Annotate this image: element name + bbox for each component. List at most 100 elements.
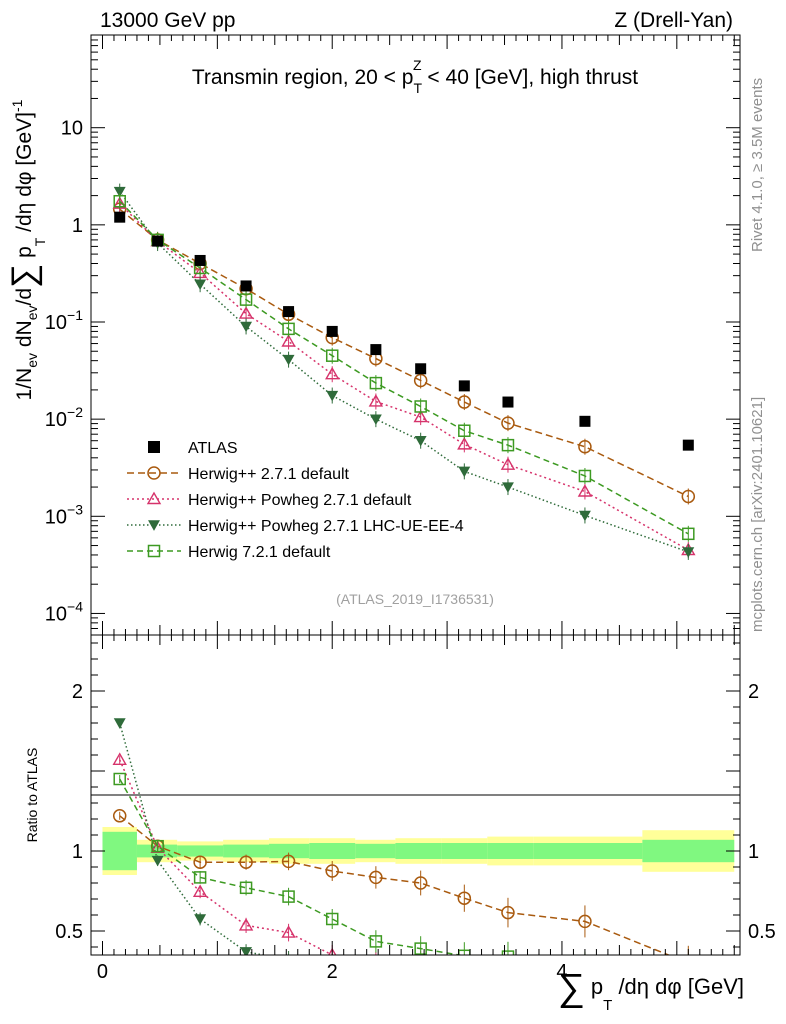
ratio-y-tick-label: 1: [72, 841, 83, 863]
legend-entry: ATLAS: [148, 440, 238, 457]
ratio-point: [325, 864, 339, 878]
ratio-point: [113, 718, 126, 729]
ratio-band-inner: [102, 831, 137, 871]
series-line: [119, 208, 689, 498]
ratio-point: [458, 949, 471, 955]
data-point: [283, 306, 295, 318]
y-tick-label: 10: [61, 118, 83, 140]
series-point: [414, 400, 427, 413]
ratio-band-inner: [269, 843, 310, 859]
series-point: [281, 334, 296, 347]
ratio-band-inner: [309, 843, 356, 859]
ratio-point: [282, 890, 295, 903]
data-point: [152, 235, 164, 247]
ratio-point: [281, 854, 296, 869]
ratio-point: [416, 978, 426, 987]
series-point: [113, 194, 126, 208]
series-point: [578, 469, 592, 483]
legend-label: Herwig++ 2.7.1 default: [188, 466, 350, 483]
legend: ATLAS Herwig++ 2.7.1 default Herwig++ Powh…: [127, 440, 464, 561]
legend-entry: Herwig++ Powheg 2.7.1 default: [127, 491, 412, 509]
series-point: [368, 394, 384, 407]
series-point: [282, 354, 295, 366]
ratio-band-inner: [355, 843, 396, 859]
series-point: [414, 436, 427, 447]
series-point: [577, 484, 593, 497]
ratio-plot-frame: [90, 634, 741, 956]
ratio-point: [193, 871, 207, 884]
ratio-point: [281, 925, 296, 938]
legend-label: Herwig++ Powheg 2.7.1 default: [188, 492, 412, 509]
data-point: [682, 439, 694, 451]
ratio-point: [501, 905, 515, 920]
y-axis-label: 1/Nev dNev/d∑ pT /dη dφ [GeV]-1: [5, 99, 48, 400]
series-point: [369, 376, 383, 390]
ratio-line: [119, 778, 465, 955]
series-point: [325, 349, 339, 362]
ratio-band-inner: [642, 839, 735, 863]
ratio-point: [370, 957, 382, 968]
legend-marker: [148, 441, 160, 453]
ratio-point: [238, 917, 254, 931]
series-point: [413, 409, 428, 423]
ratio-band-inner: [223, 844, 270, 858]
data-point: [458, 380, 470, 392]
ratio-point: [112, 809, 127, 823]
ratio-point: [578, 914, 592, 929]
series-point: [326, 390, 339, 402]
legend-label: Herwig++ Powheg 2.7.1 LHC-UE-EE-4: [188, 518, 464, 535]
ratio-uncertainty-bands: [102, 827, 735, 875]
ratio-y-tick-label: 0.5: [748, 921, 776, 943]
ratio-point: [413, 876, 428, 890]
legend-label: ATLAS: [188, 440, 238, 457]
legend-label: Herwig 7.2.1 default: [188, 544, 331, 561]
legend-entry: Herwig++ Powheg 2.7.1 LHC-UE-EE-4: [127, 518, 464, 535]
series-point: [682, 527, 695, 541]
ratio-point: [194, 914, 207, 925]
legend-marker: [148, 520, 160, 531]
header-left: 13000 GeV pp: [100, 9, 235, 32]
series-point: [681, 489, 696, 504]
series-point: [578, 439, 592, 454]
ratio-point: [414, 942, 427, 955]
data-point: [370, 344, 382, 356]
axis-ticks: [91, 34, 740, 955]
ratio-point: [193, 855, 207, 869]
ratio-band-inner: [395, 843, 442, 859]
series-line: [119, 203, 689, 551]
series-line: [119, 200, 689, 535]
y-tick-label: 10−3: [45, 501, 83, 528]
series-point: [240, 321, 253, 333]
ratio-band-inner: [441, 843, 488, 859]
ratio-point: [325, 912, 339, 926]
ratio-point: [327, 947, 337, 955]
ratio-band-inner: [177, 845, 224, 857]
ratio-band-inner: [533, 843, 643, 859]
ratio-point: [459, 986, 469, 995]
legend-marker: [146, 491, 162, 505]
ratio-point: [371, 976, 381, 985]
legend-marker: [147, 466, 161, 480]
side-text-bottom: mcplots.cern.ch [arXiv:2401.10621]: [749, 397, 766, 632]
series-point: [457, 436, 472, 450]
series-point: [282, 322, 295, 336]
series-point: [194, 279, 207, 291]
data-point: [326, 325, 338, 337]
series-point: [682, 547, 695, 558]
x-tick-label: 2: [327, 961, 338, 983]
side-text-top: Rivet 4.1.0, ≥ 3.5M events: [749, 78, 766, 252]
ratio-point: [151, 855, 164, 867]
series-point: [369, 414, 382, 425]
ratio-point: [682, 957, 694, 969]
ratio-y-axis-label: Ratio to ATLAS: [24, 748, 40, 843]
series-point: [413, 373, 428, 388]
ratio-point: [239, 881, 253, 895]
data-point: [114, 211, 126, 223]
y-tick-label: 1: [72, 215, 83, 237]
series-point: [457, 395, 472, 409]
y-tick-label: 10−2: [45, 404, 83, 431]
ratio-point: [151, 839, 164, 853]
series-line: [119, 191, 689, 553]
legend-entry: Herwig++ 2.7.1 default: [127, 466, 350, 483]
